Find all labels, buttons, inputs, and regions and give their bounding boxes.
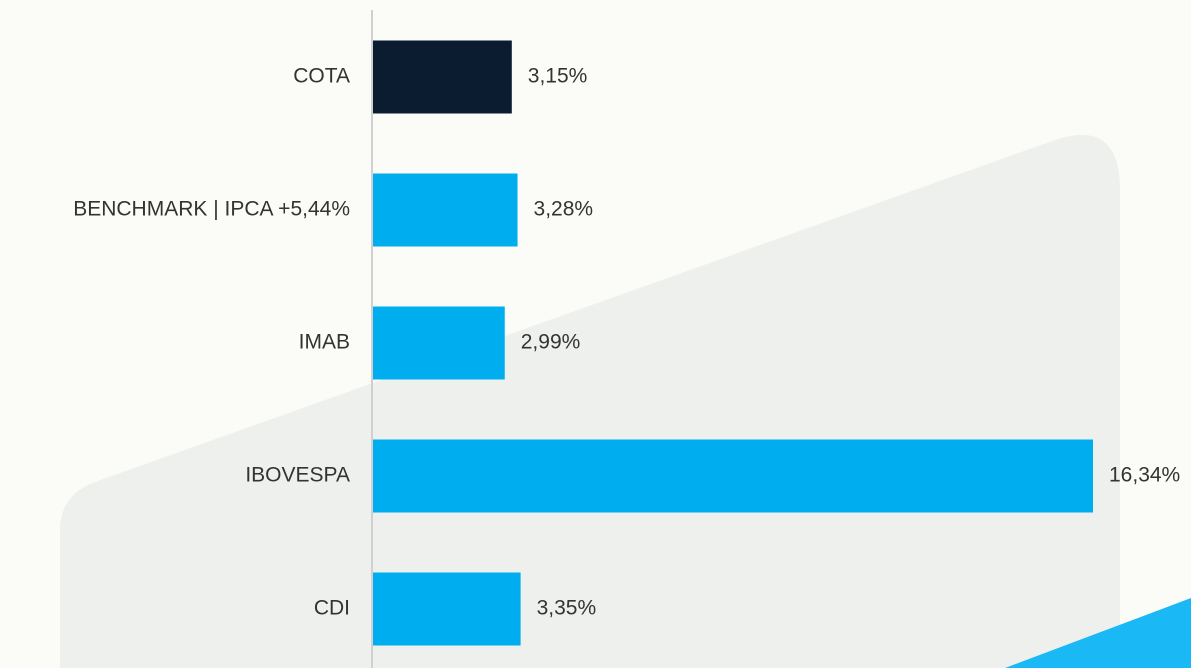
value-label: 3,28% — [534, 198, 594, 221]
bar — [373, 306, 505, 380]
category-label: COTA — [293, 65, 350, 88]
bar — [373, 40, 512, 114]
value-label: 16,34% — [1109, 464, 1180, 487]
background-shape — [60, 134, 1120, 668]
bar — [373, 173, 518, 247]
category-label: IBOVESPA — [245, 464, 350, 487]
value-label: 3,35% — [537, 597, 597, 620]
corner-accent — [1005, 598, 1191, 668]
category-label: BENCHMARK | IPCA +5,44% — [73, 198, 350, 221]
category-label: IMAB — [299, 331, 350, 354]
value-label: 2,99% — [521, 331, 581, 354]
bar — [373, 439, 1093, 513]
value-label: 3,15% — [528, 65, 588, 88]
bar — [373, 572, 521, 646]
category-label: CDI — [314, 597, 350, 620]
